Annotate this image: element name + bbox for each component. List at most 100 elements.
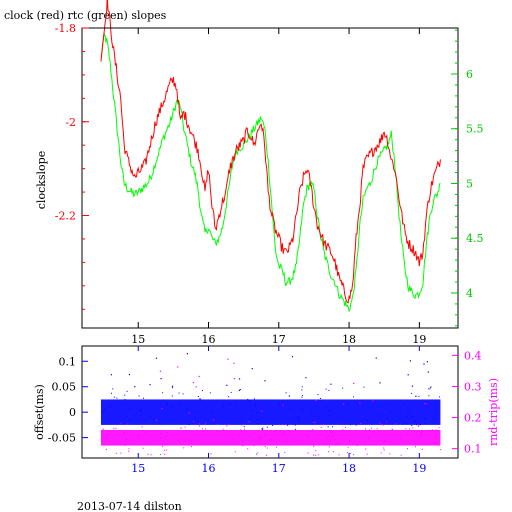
rnd-trip-outlier-point — [424, 402, 426, 405]
offset-point — [223, 405, 225, 407]
offset-point — [366, 419, 368, 421]
rnd-trip-point — [205, 422, 207, 424]
offset-point — [327, 426, 329, 428]
offset-point — [200, 399, 202, 401]
rnd-trip-point — [128, 448, 130, 450]
offset-point — [113, 396, 115, 398]
rtc-slope-tick-label: 5.5 — [466, 123, 484, 136]
rnd-trip-point — [440, 449, 442, 451]
rnd-trip-point — [383, 449, 385, 451]
rnd-trip-outlier-point — [188, 412, 190, 414]
offset-point — [368, 415, 370, 417]
offset-point — [381, 405, 383, 407]
offset-point — [325, 388, 327, 390]
offset-point — [178, 403, 180, 405]
offset-point — [298, 419, 300, 421]
rnd-trip-point — [435, 442, 437, 444]
offset-point — [209, 392, 211, 394]
rnd-trip-point — [429, 429, 431, 431]
rnd-trip-point — [349, 452, 351, 454]
offset-point — [143, 397, 145, 399]
offset-axis-label: offset(ms) — [33, 384, 46, 440]
chart-title: clock (red) rtc (green) slopes — [4, 9, 167, 22]
offset-point — [301, 409, 303, 411]
offset-point — [230, 391, 232, 393]
rnd-trip-point — [115, 452, 117, 454]
offset-point — [240, 421, 242, 423]
offset-point — [262, 428, 264, 430]
offset-point — [424, 417, 426, 419]
offset-point — [407, 411, 409, 413]
offset-point — [110, 392, 112, 394]
rnd-trip-outlier-point — [372, 400, 374, 402]
rnd-trip-point — [210, 453, 212, 455]
offset-tick-label: 0.05 — [52, 381, 77, 394]
offset-point — [346, 403, 348, 405]
rnd-trip-point — [347, 446, 349, 448]
rnd-trip-point — [338, 430, 340, 432]
rnd-trip-point — [312, 429, 314, 431]
rnd-trip-point — [183, 440, 185, 442]
rnd-trip-point — [241, 424, 243, 426]
rnd-trip-point — [438, 435, 440, 437]
rnd-trip-point — [132, 439, 134, 441]
offset-point — [430, 386, 432, 388]
offset-point — [110, 406, 112, 408]
offset-outlier-point — [160, 378, 162, 380]
offset-point — [182, 393, 184, 395]
rnd-trip-point — [366, 453, 368, 455]
offset-point — [317, 394, 319, 396]
offset-point — [380, 413, 382, 415]
slope-x-tick-label: 19 — [412, 333, 426, 346]
rnd-trip-point — [305, 442, 307, 444]
offset-point — [251, 410, 253, 412]
rnd-trip-point — [147, 453, 149, 455]
rnd-trip-point — [146, 431, 148, 433]
offset-outlier-point — [186, 353, 189, 355]
offset-point — [188, 424, 190, 426]
rnd-trip-point — [409, 428, 411, 430]
rnd-trip-point — [338, 443, 340, 445]
rnd-trip-point — [395, 423, 397, 425]
offset-point — [319, 397, 321, 399]
slope-plot-frame — [81, 27, 459, 329]
rnd-trip-point — [265, 454, 267, 456]
offset-outlier-point — [155, 357, 157, 359]
rnd-trip-point — [421, 431, 423, 433]
offset-point — [140, 409, 142, 411]
offset-outlier-point — [134, 386, 136, 388]
rnd-trip-point — [264, 434, 266, 436]
rnd-trip-point — [142, 447, 144, 449]
offset-x-tick-label: 18 — [342, 462, 356, 475]
rnd-trip-point — [226, 425, 228, 427]
offset-point — [261, 428, 263, 430]
rnd-trip-point — [380, 452, 382, 454]
offset-point — [180, 427, 182, 429]
offset-point — [112, 388, 114, 390]
offset-tick-label: -0.05 — [48, 432, 76, 445]
offset-point — [126, 390, 128, 392]
offset-outlier-point — [291, 356, 294, 358]
slope-x-tick-label: 15 — [131, 333, 145, 346]
rnd-trip-outlier-point — [248, 421, 250, 423]
rnd-trip-point — [222, 428, 224, 430]
offset-tick-label: 0 — [69, 406, 76, 419]
rnd-trip-point — [412, 427, 414, 429]
offset-point — [325, 407, 327, 409]
rnd-trip-point — [313, 445, 315, 447]
clockslope-tick-label: -2.2 — [55, 210, 76, 223]
rnd-trip-point — [336, 442, 338, 444]
offset-point — [417, 421, 419, 423]
rnd-trip-outlier-point — [177, 366, 179, 368]
offset-point — [257, 412, 259, 414]
rnd-trip-outlier-point — [213, 419, 215, 421]
rnd-trip-point — [240, 439, 242, 441]
offset-point — [389, 412, 391, 414]
rnd-trip-point — [162, 440, 164, 442]
offset-point — [301, 389, 303, 391]
rnd-trip-tick-label: 0.2 — [464, 412, 482, 425]
rnd-trip-point — [272, 439, 274, 441]
rnd-trip-point — [418, 425, 420, 427]
offset-outlier-point — [415, 395, 417, 397]
rtc-slope-tick-label: 6 — [466, 68, 473, 81]
